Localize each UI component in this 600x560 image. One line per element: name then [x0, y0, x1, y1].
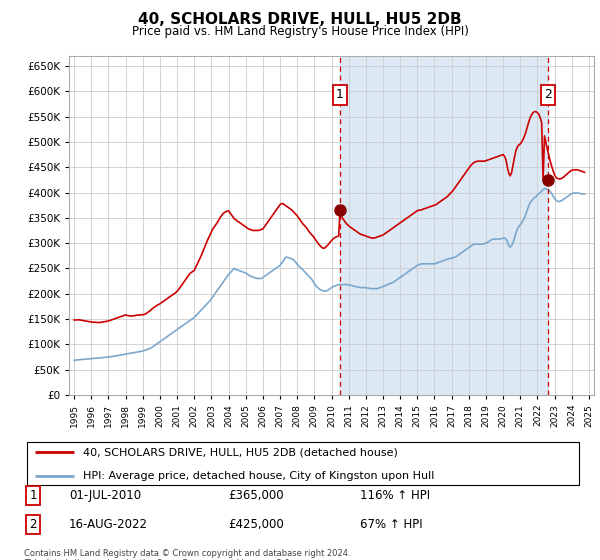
Text: 2: 2: [29, 518, 37, 531]
Text: 2: 2: [544, 88, 552, 101]
Text: 16-AUG-2022: 16-AUG-2022: [69, 518, 148, 531]
Text: Price paid vs. HM Land Registry's House Price Index (HPI): Price paid vs. HM Land Registry's House …: [131, 25, 469, 38]
Text: 116% ↑ HPI: 116% ↑ HPI: [360, 489, 430, 502]
Text: Contains HM Land Registry data © Crown copyright and database right 2024.
This d: Contains HM Land Registry data © Crown c…: [24, 549, 350, 560]
Text: £425,000: £425,000: [228, 518, 284, 531]
Bar: [340, 56, 548, 395]
Text: 40, SCHOLARS DRIVE, HULL, HU5 2DB (detached house): 40, SCHOLARS DRIVE, HULL, HU5 2DB (detac…: [83, 447, 397, 458]
Text: 1: 1: [336, 88, 344, 101]
Text: HPI: Average price, detached house, City of Kingston upon Hull: HPI: Average price, detached house, City…: [83, 472, 434, 481]
FancyBboxPatch shape: [27, 442, 579, 485]
Text: 01-JUL-2010: 01-JUL-2010: [69, 489, 141, 502]
Text: 67% ↑ HPI: 67% ↑ HPI: [360, 518, 422, 531]
Text: £365,000: £365,000: [228, 489, 284, 502]
Text: 40, SCHOLARS DRIVE, HULL, HU5 2DB: 40, SCHOLARS DRIVE, HULL, HU5 2DB: [138, 12, 462, 27]
Text: 1: 1: [29, 489, 37, 502]
